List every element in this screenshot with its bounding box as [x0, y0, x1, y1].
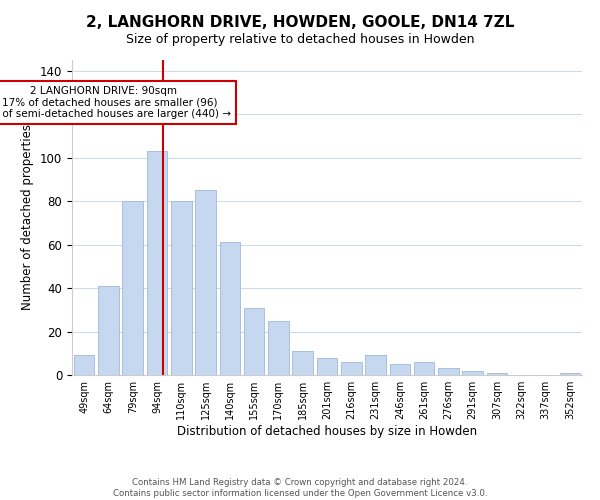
- Bar: [487, 373, 508, 375]
- Bar: [389, 364, 410, 375]
- Bar: [560, 373, 580, 375]
- Bar: [292, 351, 313, 375]
- Bar: [98, 286, 119, 375]
- Text: 2 LANGHORN DRIVE: 90sqm
← 17% of detached houses are smaller (96)
79% of semi-de: 2 LANGHORN DRIVE: 90sqm ← 17% of detache…: [0, 86, 231, 120]
- Bar: [268, 320, 289, 375]
- Bar: [438, 368, 459, 375]
- Bar: [195, 190, 216, 375]
- X-axis label: Distribution of detached houses by size in Howden: Distribution of detached houses by size …: [177, 425, 477, 438]
- Bar: [341, 362, 362, 375]
- Bar: [122, 201, 143, 375]
- Bar: [463, 370, 483, 375]
- Text: Size of property relative to detached houses in Howden: Size of property relative to detached ho…: [126, 32, 474, 46]
- Bar: [317, 358, 337, 375]
- Text: 2, LANGHORN DRIVE, HOWDEN, GOOLE, DN14 7ZL: 2, LANGHORN DRIVE, HOWDEN, GOOLE, DN14 7…: [86, 15, 514, 30]
- Text: Contains HM Land Registry data © Crown copyright and database right 2024.
Contai: Contains HM Land Registry data © Crown c…: [113, 478, 487, 498]
- Bar: [146, 151, 167, 375]
- Bar: [74, 356, 94, 375]
- Bar: [365, 356, 386, 375]
- Y-axis label: Number of detached properties: Number of detached properties: [22, 124, 34, 310]
- Bar: [220, 242, 240, 375]
- Bar: [171, 201, 191, 375]
- Bar: [244, 308, 265, 375]
- Bar: [414, 362, 434, 375]
